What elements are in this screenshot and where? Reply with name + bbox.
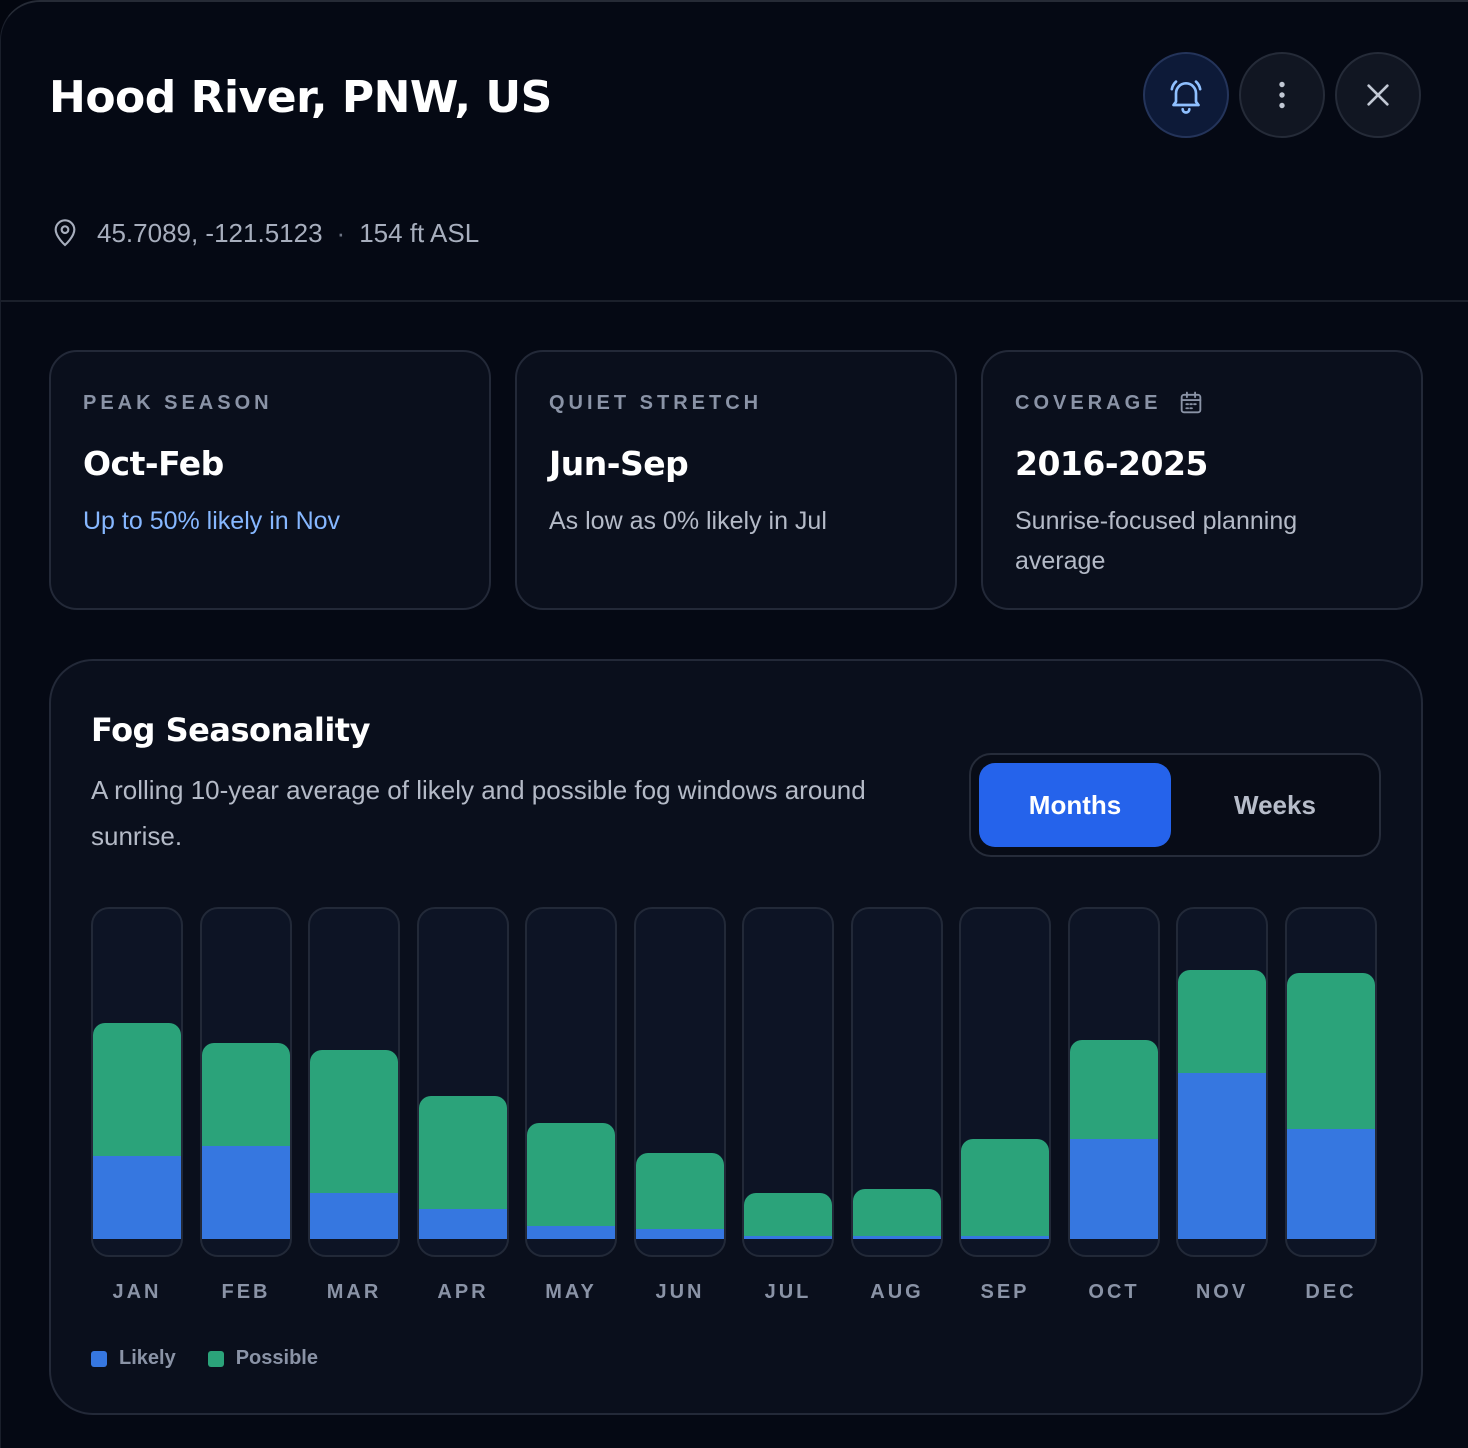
bar-segment-possible [853,1189,941,1236]
close-icon [1367,84,1389,106]
bar-segment-likely [744,1235,832,1239]
alert-button[interactable] [1143,52,1229,138]
bar-jun[interactable] [634,907,726,1257]
bar-segment-possible [202,1043,290,1147]
fog-seasonality-card: Fog Seasonality A rolling 10-year averag… [49,659,1423,1415]
bar-jul[interactable] [742,907,834,1257]
month-label-nov: NOV [1195,1281,1249,1303]
toggle-months[interactable]: Months [979,763,1171,847]
bar-segment-likely [853,1235,941,1239]
bar-oct[interactable] [1068,907,1160,1257]
month-label-sep: SEP [980,1281,1030,1303]
more-options-button[interactable] [1239,52,1325,138]
bar-jan[interactable] [91,907,183,1257]
month-label-jun: JUN [655,1281,705,1303]
bar-segment-possible [310,1049,398,1193]
bar-segment-possible [1070,1039,1158,1140]
bar-segment-likely [310,1192,398,1239]
legend-item-likely: Likely [91,1347,176,1370]
month-label-feb: FEB [221,1281,271,1303]
legend-item-possible: Possible [207,1347,318,1370]
stat-label: COVERAGE [1015,390,1389,416]
bar-may[interactable] [525,907,617,1257]
bar-dec[interactable] [1285,907,1377,1257]
bar-mar[interactable] [308,907,400,1257]
bar-apr[interactable] [417,907,509,1257]
stat-card-quiet-stretch: QUIET STRETCH Jun-Sep As low as 0% likel… [515,350,957,610]
chart-subtitle: A rolling 10-year average of likely and … [91,775,866,851]
chart-legend: Likely Possible [91,1347,350,1370]
bar-segment-likely [636,1229,724,1239]
bar-segment-possible [1287,973,1375,1130]
month-label-dec: DEC [1305,1281,1357,1303]
month-label-jan: JAN [112,1281,162,1303]
bar-segment-likely [93,1156,181,1239]
map-pin-icon [54,219,76,247]
legend-label-possible: Possible [235,1347,318,1369]
stat-value: 2016-2025 [1015,444,1208,483]
header-divider [1,300,1468,302]
month-label-may: MAY [545,1281,597,1303]
bar-segment-possible [1178,970,1266,1073]
elevation: 154 ft ASL [359,217,480,248]
bell-alert-icon [1170,80,1202,114]
chart-title: Fog Seasonality [91,711,370,749]
bar-segment-likely [527,1225,615,1239]
bar-segment-likely [1070,1139,1158,1239]
stat-desc: As low as 0% likely in Jul [549,507,827,535]
bar-sep[interactable] [959,907,1051,1257]
month-label-aug: AUG [870,1281,924,1303]
stat-desc: Sunrise-focused planning average [1015,507,1298,575]
bar-segment-likely [419,1209,507,1239]
bar-segment-possible [419,1096,507,1210]
location-meta: 45.7089, -121.5123 · 154 ft ASL [49,212,479,254]
legend-label-likely: Likely [119,1347,176,1369]
page-title: Hood River, PNW, US [49,72,552,123]
bar-segment-possible [961,1139,1049,1236]
view-toggle: Months Weeks [969,753,1381,857]
bar-aug[interactable] [851,907,943,1257]
bar-segment-possible [527,1122,615,1226]
more-vertical-icon [1279,81,1285,109]
stat-value: Jun-Sep [549,444,689,483]
stat-value: Oct-Feb [83,444,224,483]
bar-feb[interactable] [200,907,292,1257]
toggle-weeks[interactable]: Weeks [1234,789,1316,820]
stat-card-coverage: COVERAGE 2016-2025 Sunrise-focused plann… [981,350,1423,610]
bar-segment-likely [1287,1129,1375,1239]
month-label-apr: APR [437,1281,489,1303]
close-button[interactable] [1335,52,1421,138]
bar-segment-possible [93,1023,181,1156]
legend-swatch-possible [207,1350,224,1367]
bar-segment-likely [961,1235,1049,1239]
stat-desc: Up to 50% likely in Nov [83,507,341,535]
bar-nov[interactable] [1176,907,1268,1257]
month-label-oct: OCT [1088,1281,1140,1303]
calendar-icon [1181,391,1202,414]
bar-segment-likely [1178,1073,1266,1239]
month-label-mar: MAR [326,1281,382,1303]
stat-card-peak-season: PEAK SEASON Oct-Feb Up to 50% likely in … [49,350,491,610]
stat-label: PEAK SEASON [83,391,273,414]
meta-separator: · [336,217,346,248]
bar-chart [91,907,1381,1257]
bar-segment-possible [636,1152,724,1230]
month-label-jul: JUL [764,1281,812,1303]
legend-swatch-likely [91,1350,107,1367]
bar-segment-possible [744,1192,832,1236]
stat-label: QUIET STRETCH [549,391,763,414]
bar-segment-likely [202,1146,290,1239]
coordinates: 45.7089, -121.5123 [97,217,323,248]
